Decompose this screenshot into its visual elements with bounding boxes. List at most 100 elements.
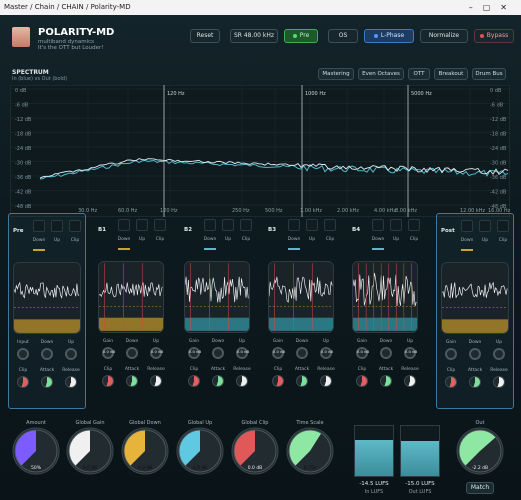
band-knob-down[interactable] [126, 347, 138, 359]
knob-arc [14, 430, 36, 466]
band-knob-clip[interactable] [445, 376, 457, 388]
header-button-normalize[interactable]: Normalize [420, 29, 468, 43]
header: POLARITY-MD multiband dynamics It's the … [8, 25, 514, 53]
macro-value: 0.0 dB [138, 465, 153, 471]
band-knob-clip[interactable] [17, 376, 29, 388]
status-dot-icon [479, 33, 484, 38]
input-spectrum-trace [39, 159, 509, 180]
band-knob-up[interactable] [404, 347, 416, 359]
spectrum-analyzer[interactable]: 0 dB 0 dB -6 dB -6 dB -12 dB -12 dB -18 dB -18 … [10, 85, 510, 217]
band-knob-up[interactable] [236, 347, 248, 359]
macro-knob-global-down[interactable]: 0.0 dB [121, 427, 169, 475]
band-meter-up [479, 220, 491, 232]
freq-label: 60.0 Hz [118, 208, 137, 214]
macro-label: Global Gain [75, 420, 105, 426]
spectrum-title: SPECTRUM [12, 69, 49, 76]
lufs-meter-fill [355, 440, 393, 476]
band-knob-gain[interactable] [102, 347, 114, 359]
header-button-os[interactable]: OS [328, 29, 358, 43]
band-knob-attack[interactable] [126, 375, 138, 387]
band-knob-clip[interactable] [188, 375, 200, 387]
band-meter-label: Up [138, 237, 146, 242]
band-knob-attack[interactable] [380, 375, 392, 387]
band-knob-label: Down [468, 340, 482, 345]
window-title: Master / Chain / CHAIN / Polarity-MD [4, 3, 131, 11]
band-knob-value: 0.0 dB [272, 349, 286, 354]
macro-knob-global-gain[interactable]: 0.0 dB [66, 427, 114, 475]
band-knob-up[interactable] [493, 348, 505, 360]
band-knob-attack[interactable] [41, 376, 53, 388]
preset-chip-drum-bus[interactable]: Drum Bus [472, 68, 506, 80]
header-button-reset[interactable]: Reset [190, 29, 220, 43]
band-knob-release[interactable] [404, 375, 416, 387]
band-knob-input[interactable] [17, 348, 29, 360]
freq-label: 2.00 kHz [337, 208, 359, 214]
header-button-l-phase[interactable]: L-Phase [364, 29, 414, 43]
band-waveform [184, 261, 250, 333]
band-knob-down[interactable] [212, 347, 224, 359]
match-button[interactable]: Match [466, 482, 494, 494]
band-knob-down[interactable] [380, 347, 392, 359]
preset-chip-ott[interactable]: OTT [408, 68, 430, 80]
band-knob-release[interactable] [236, 375, 248, 387]
band-name: Pre [13, 228, 24, 234]
band-knob-up[interactable] [65, 348, 77, 360]
db-label: 0 dB [15, 88, 27, 94]
band-knob-label: Up [495, 340, 503, 345]
macro-knob-global-clip[interactable]: 0.0 dB [231, 427, 279, 475]
db-label: -6 dB [15, 103, 29, 109]
db-label: -48 dB [15, 204, 32, 210]
header-button-sr-48-00-khz[interactable]: SR 48.00 kHz [230, 29, 278, 43]
band-knob-release[interactable] [65, 376, 77, 388]
freq-label: 250 Hz [232, 208, 250, 214]
band-waveform [352, 261, 418, 333]
waveform-trace [185, 276, 249, 303]
band-knob-attack[interactable] [296, 375, 308, 387]
band-knob-down[interactable] [469, 348, 481, 360]
macro-label: Time Scale [296, 420, 324, 426]
band-meter-up [51, 220, 63, 232]
band-knob-up[interactable] [150, 347, 162, 359]
preset-chip-breakout[interactable]: Breakout [434, 68, 468, 80]
macro-knob-time-scale[interactable]: 0.75x [286, 427, 334, 475]
band-knob-gain[interactable] [356, 347, 368, 359]
band-knob-attack[interactable] [212, 375, 224, 387]
db-label: -24 dB [15, 146, 32, 152]
band-knob-gain[interactable] [272, 347, 284, 359]
band-knob-release[interactable] [150, 375, 162, 387]
preset-chip-even-octaves[interactable]: Even Octaves [358, 68, 404, 80]
macro-knob-amount[interactable]: 50% [12, 427, 60, 475]
band-meter-label: Up [481, 238, 489, 243]
waveform-trace [442, 281, 508, 299]
band-panel-b2: B2 Down Up Clip Gain 0.0 dB Down Up 0.0 dB Clip At… [180, 213, 256, 409]
band-knob-label: Up [406, 339, 414, 344]
output-gain-knob[interactable]: -2.2 dB [456, 427, 504, 475]
header-button-label: Pre [299, 32, 310, 39]
band-knob-clip[interactable] [102, 375, 114, 387]
band-knob-down[interactable] [296, 347, 308, 359]
header-button-pre[interactable]: Pre [284, 29, 318, 43]
band-name: B1 [98, 227, 107, 233]
band-knob-release[interactable] [493, 376, 505, 388]
lufs-meter-in [354, 425, 394, 477]
window-controls[interactable]: –▢✕ [468, 3, 517, 12]
header-button-bypass[interactable]: Bypass [474, 29, 514, 43]
band-knob-attack[interactable] [469, 376, 481, 388]
band-knob-up[interactable] [320, 347, 332, 359]
plugin-window: POLARITY-MD multiband dynamics It's the … [0, 15, 521, 500]
band-knob-gain[interactable] [445, 348, 457, 360]
band-meter-down [372, 219, 384, 231]
macro-knob-global-up[interactable]: 0.0 dB [176, 427, 224, 475]
output-label: Out [475, 420, 485, 426]
preset-chip-mastering[interactable]: Mastering [318, 68, 354, 80]
band-knob-down[interactable] [41, 348, 53, 360]
band-panel-b3: B3 Down Up Clip Gain 0.0 dB Down Up 0.0 dB Clip At… [264, 213, 340, 409]
band-knob-clip[interactable] [356, 375, 368, 387]
band-waveform [441, 262, 509, 334]
band-knob-clip[interactable] [272, 375, 284, 387]
knob-arc [459, 430, 496, 466]
band-meter-label: Up [308, 237, 316, 242]
band-knob-release[interactable] [320, 375, 332, 387]
band-knob-gain[interactable] [188, 347, 200, 359]
freq-label: 8.00 kHz [395, 208, 417, 214]
